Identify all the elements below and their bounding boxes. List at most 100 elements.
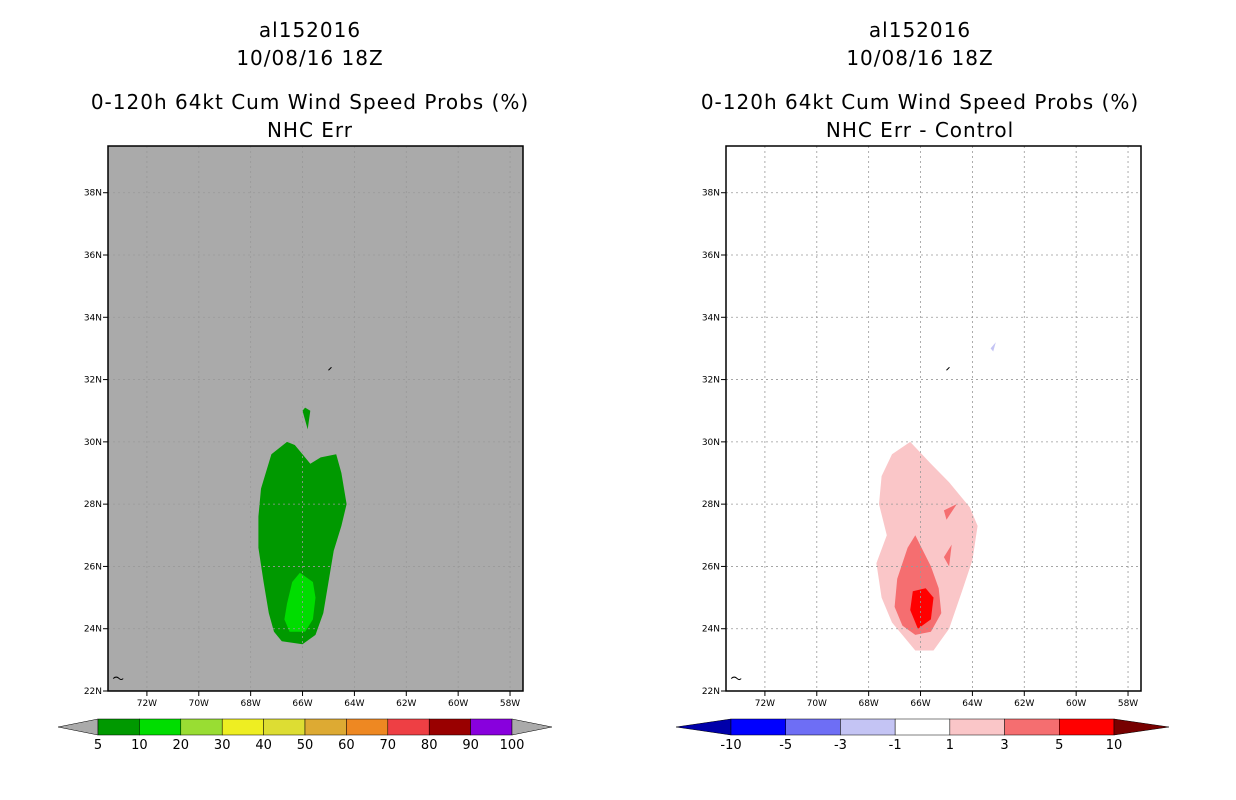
colorbar-swatch <box>470 718 513 736</box>
colorbar-left-arrow <box>57 718 99 736</box>
colorbar-swatch <box>304 718 347 736</box>
left-title-product: 0-120h 64kt Cum Wind Speed Probs (%) <box>90 90 530 114</box>
left-x-tick-label: 68W <box>240 699 260 709</box>
right-contour-3-to-5c <box>943 544 952 567</box>
right-x-tick-label: 66W <box>910 699 930 709</box>
right-y-tick-label: 34N <box>702 313 720 323</box>
left-x-tick-label: 62W <box>396 699 416 709</box>
right-y-tick-label: 38N <box>702 189 720 199</box>
left-y-tick-label: 22N <box>84 687 102 697</box>
left-contour-10-20 <box>284 572 316 632</box>
colorbar-right-arrow <box>511 718 553 736</box>
left-title-variant: NHC Err <box>266 118 354 142</box>
right-y-tick-label: 22N <box>702 687 720 697</box>
left-y-tick-label: 28N <box>84 500 102 510</box>
right-y-tick-label: 30N <box>702 438 720 448</box>
colorbar-swatch <box>387 718 430 736</box>
right-title-date: 10/08/16 18Z <box>846 46 994 70</box>
left-y-tick-label: 24N <box>84 625 102 635</box>
colorbar-level-label: -3 <box>834 738 847 753</box>
colorbar-swatch <box>894 718 951 736</box>
colorbar-level-label: 70 <box>380 738 397 753</box>
left-y-tick-label: 30N <box>84 438 102 448</box>
colorbar-level-label: 40 <box>255 738 272 753</box>
colorbar-level-label: 100 <box>500 738 525 753</box>
colorbar-level-label: 60 <box>338 738 355 753</box>
right-title-id: al152016 <box>868 18 972 42</box>
left-y-tick-label: 38N <box>84 189 102 199</box>
colorbar-swatch <box>221 718 264 736</box>
right-contour--3-to--1 <box>990 342 996 352</box>
left-title-id: al152016 <box>258 18 362 42</box>
left-x-tick-label: 58W <box>500 699 520 709</box>
colorbar-level-label: 5 <box>1055 738 1063 753</box>
right-title-product: 0-120h 64kt Cum Wind Speed Probs (%) <box>700 90 1140 114</box>
right-bahamas-coast <box>730 676 742 681</box>
left-map-plot: 72W 70W 68W 66W 64W 62W 60W 58W 22N 24N 26N 28N 30N 3… <box>84 145 524 709</box>
colorbar-level-label: 50 <box>297 738 314 753</box>
right-x-tick-label: 64W <box>962 699 982 709</box>
right-x-tick-label: 72W <box>755 699 775 709</box>
left-x-tick-label: 66W <box>292 699 312 709</box>
colorbar-swatch <box>180 718 223 736</box>
colorbar-swatch <box>1059 718 1115 736</box>
right-contour-5-to-10 <box>910 588 934 629</box>
left-contour-5-10b <box>302 407 311 430</box>
right-x-tick-label: 58W <box>1118 699 1138 709</box>
left-contour-5-10 <box>258 441 347 645</box>
left-title-date: 10/08/16 18Z <box>236 46 384 70</box>
left-x-tick-label: 64W <box>344 699 364 709</box>
colorbar-swatch <box>840 718 896 736</box>
right-y-tick-label: 32N <box>702 376 720 386</box>
colorbar-level-label: 80 <box>421 738 438 753</box>
right-plot-frame <box>725 145 1142 692</box>
colorbar-swatch <box>97 718 140 736</box>
right-y-tick-label: 24N <box>702 625 720 635</box>
colorbar-level-label: 90 <box>462 738 479 753</box>
left-plot-frame <box>107 145 524 692</box>
left-bermuda-coast <box>328 366 332 371</box>
colorbar-swatch <box>949 718 1005 736</box>
colorbar-level-label: 10 <box>1106 738 1123 753</box>
colorbar-swatch <box>1004 718 1060 736</box>
left-y-tick-label: 26N <box>84 562 102 572</box>
colorbar-level-label: 5 <box>94 738 102 753</box>
right-colorbar: -10 -5 -3 -1 1 3 5 10 <box>675 718 1170 753</box>
right-map-plot: 72W 70W 68W 66W 64W 62W 60W 58W 22N 24N 26N 28N 30N 3… <box>702 145 1142 709</box>
colorbar-level-label: 30 <box>214 738 231 753</box>
left-x-tick-label: 60W <box>448 699 468 709</box>
colorbar-level-label: -5 <box>779 738 792 753</box>
right-y-tick-label: 26N <box>702 562 720 572</box>
colorbar-swatch <box>263 718 306 736</box>
right-contour-3-to-5b <box>943 504 957 520</box>
colorbar-swatch <box>428 718 471 736</box>
right-x-tick-label: 68W <box>858 699 878 709</box>
colorbar-level-label: 3 <box>1000 738 1008 753</box>
right-y-tick-label: 36N <box>702 251 720 261</box>
left-x-tick-label: 70W <box>189 699 209 709</box>
right-bermuda-coast <box>946 366 950 371</box>
colorbar-level-label: 10 <box>131 738 148 753</box>
right-x-tick-label: 60W <box>1066 699 1086 709</box>
colorbar-left-arrow <box>675 718 732 736</box>
right-title-variant: NHC Err - Control <box>825 118 1015 142</box>
left-y-tick-label: 32N <box>84 376 102 386</box>
colorbar-level-label: 1 <box>946 738 954 753</box>
colorbar-swatch <box>785 718 841 736</box>
left-y-tick-label: 34N <box>84 313 102 323</box>
colorbar-right-arrow <box>1113 718 1170 736</box>
colorbar-swatch <box>346 718 389 736</box>
right-y-tick-label: 28N <box>702 500 720 510</box>
right-x-tick-label: 70W <box>807 699 827 709</box>
colorbar-swatch <box>730 718 786 736</box>
left-colorbar: 5 10 20 30 40 50 60 70 80 90 100 <box>57 718 553 753</box>
left-y-tick-label: 36N <box>84 251 102 261</box>
left-bahamas-coast <box>112 676 124 681</box>
colorbar-level-label: 20 <box>173 738 190 753</box>
colorbar-level-label: -1 <box>889 738 902 753</box>
colorbar-level-label: -10 <box>720 738 741 753</box>
right-x-tick-label: 62W <box>1014 699 1034 709</box>
colorbar-swatch <box>139 718 182 736</box>
left-x-tick-label: 72W <box>137 699 157 709</box>
